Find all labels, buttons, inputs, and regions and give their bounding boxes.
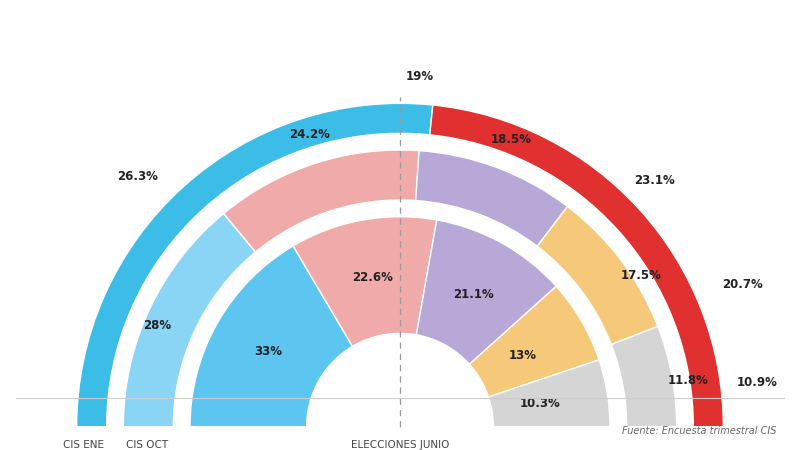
Wedge shape [416,220,556,364]
Wedge shape [224,150,419,252]
Wedge shape [611,326,677,427]
Text: 28%: 28% [143,319,171,332]
Text: CIS OCT
2017: CIS OCT 2017 [126,440,168,450]
Text: 19%: 19% [406,70,434,83]
Wedge shape [470,286,599,397]
Text: 11.8%: 11.8% [667,374,708,387]
Text: 21.1%: 21.1% [454,288,494,301]
Text: 23.1%: 23.1% [634,174,675,187]
Wedge shape [416,151,567,246]
Wedge shape [430,105,723,427]
Text: 18.5%: 18.5% [490,133,531,146]
Text: 13%: 13% [508,349,536,362]
Text: 33%: 33% [254,345,282,358]
Text: 10.3%: 10.3% [519,397,560,410]
Wedge shape [77,104,433,427]
Wedge shape [293,216,437,346]
Wedge shape [123,213,255,427]
Text: Fuente: Encuesta trimestral CIS: Fuente: Encuesta trimestral CIS [622,427,776,436]
Wedge shape [489,360,610,427]
Text: CIS ENE
2018: CIS ENE 2018 [63,440,104,450]
Wedge shape [190,246,353,427]
Text: 22.6%: 22.6% [353,271,394,284]
Text: 17.5%: 17.5% [621,269,662,282]
Text: 20.7%: 20.7% [722,278,762,291]
Text: 24.2%: 24.2% [289,128,330,141]
Text: ELECCIONES JUNIO
2016: ELECCIONES JUNIO 2016 [351,440,449,450]
Text: 26.3%: 26.3% [117,170,158,183]
Text: 10.9%: 10.9% [737,376,778,389]
Wedge shape [538,207,658,345]
